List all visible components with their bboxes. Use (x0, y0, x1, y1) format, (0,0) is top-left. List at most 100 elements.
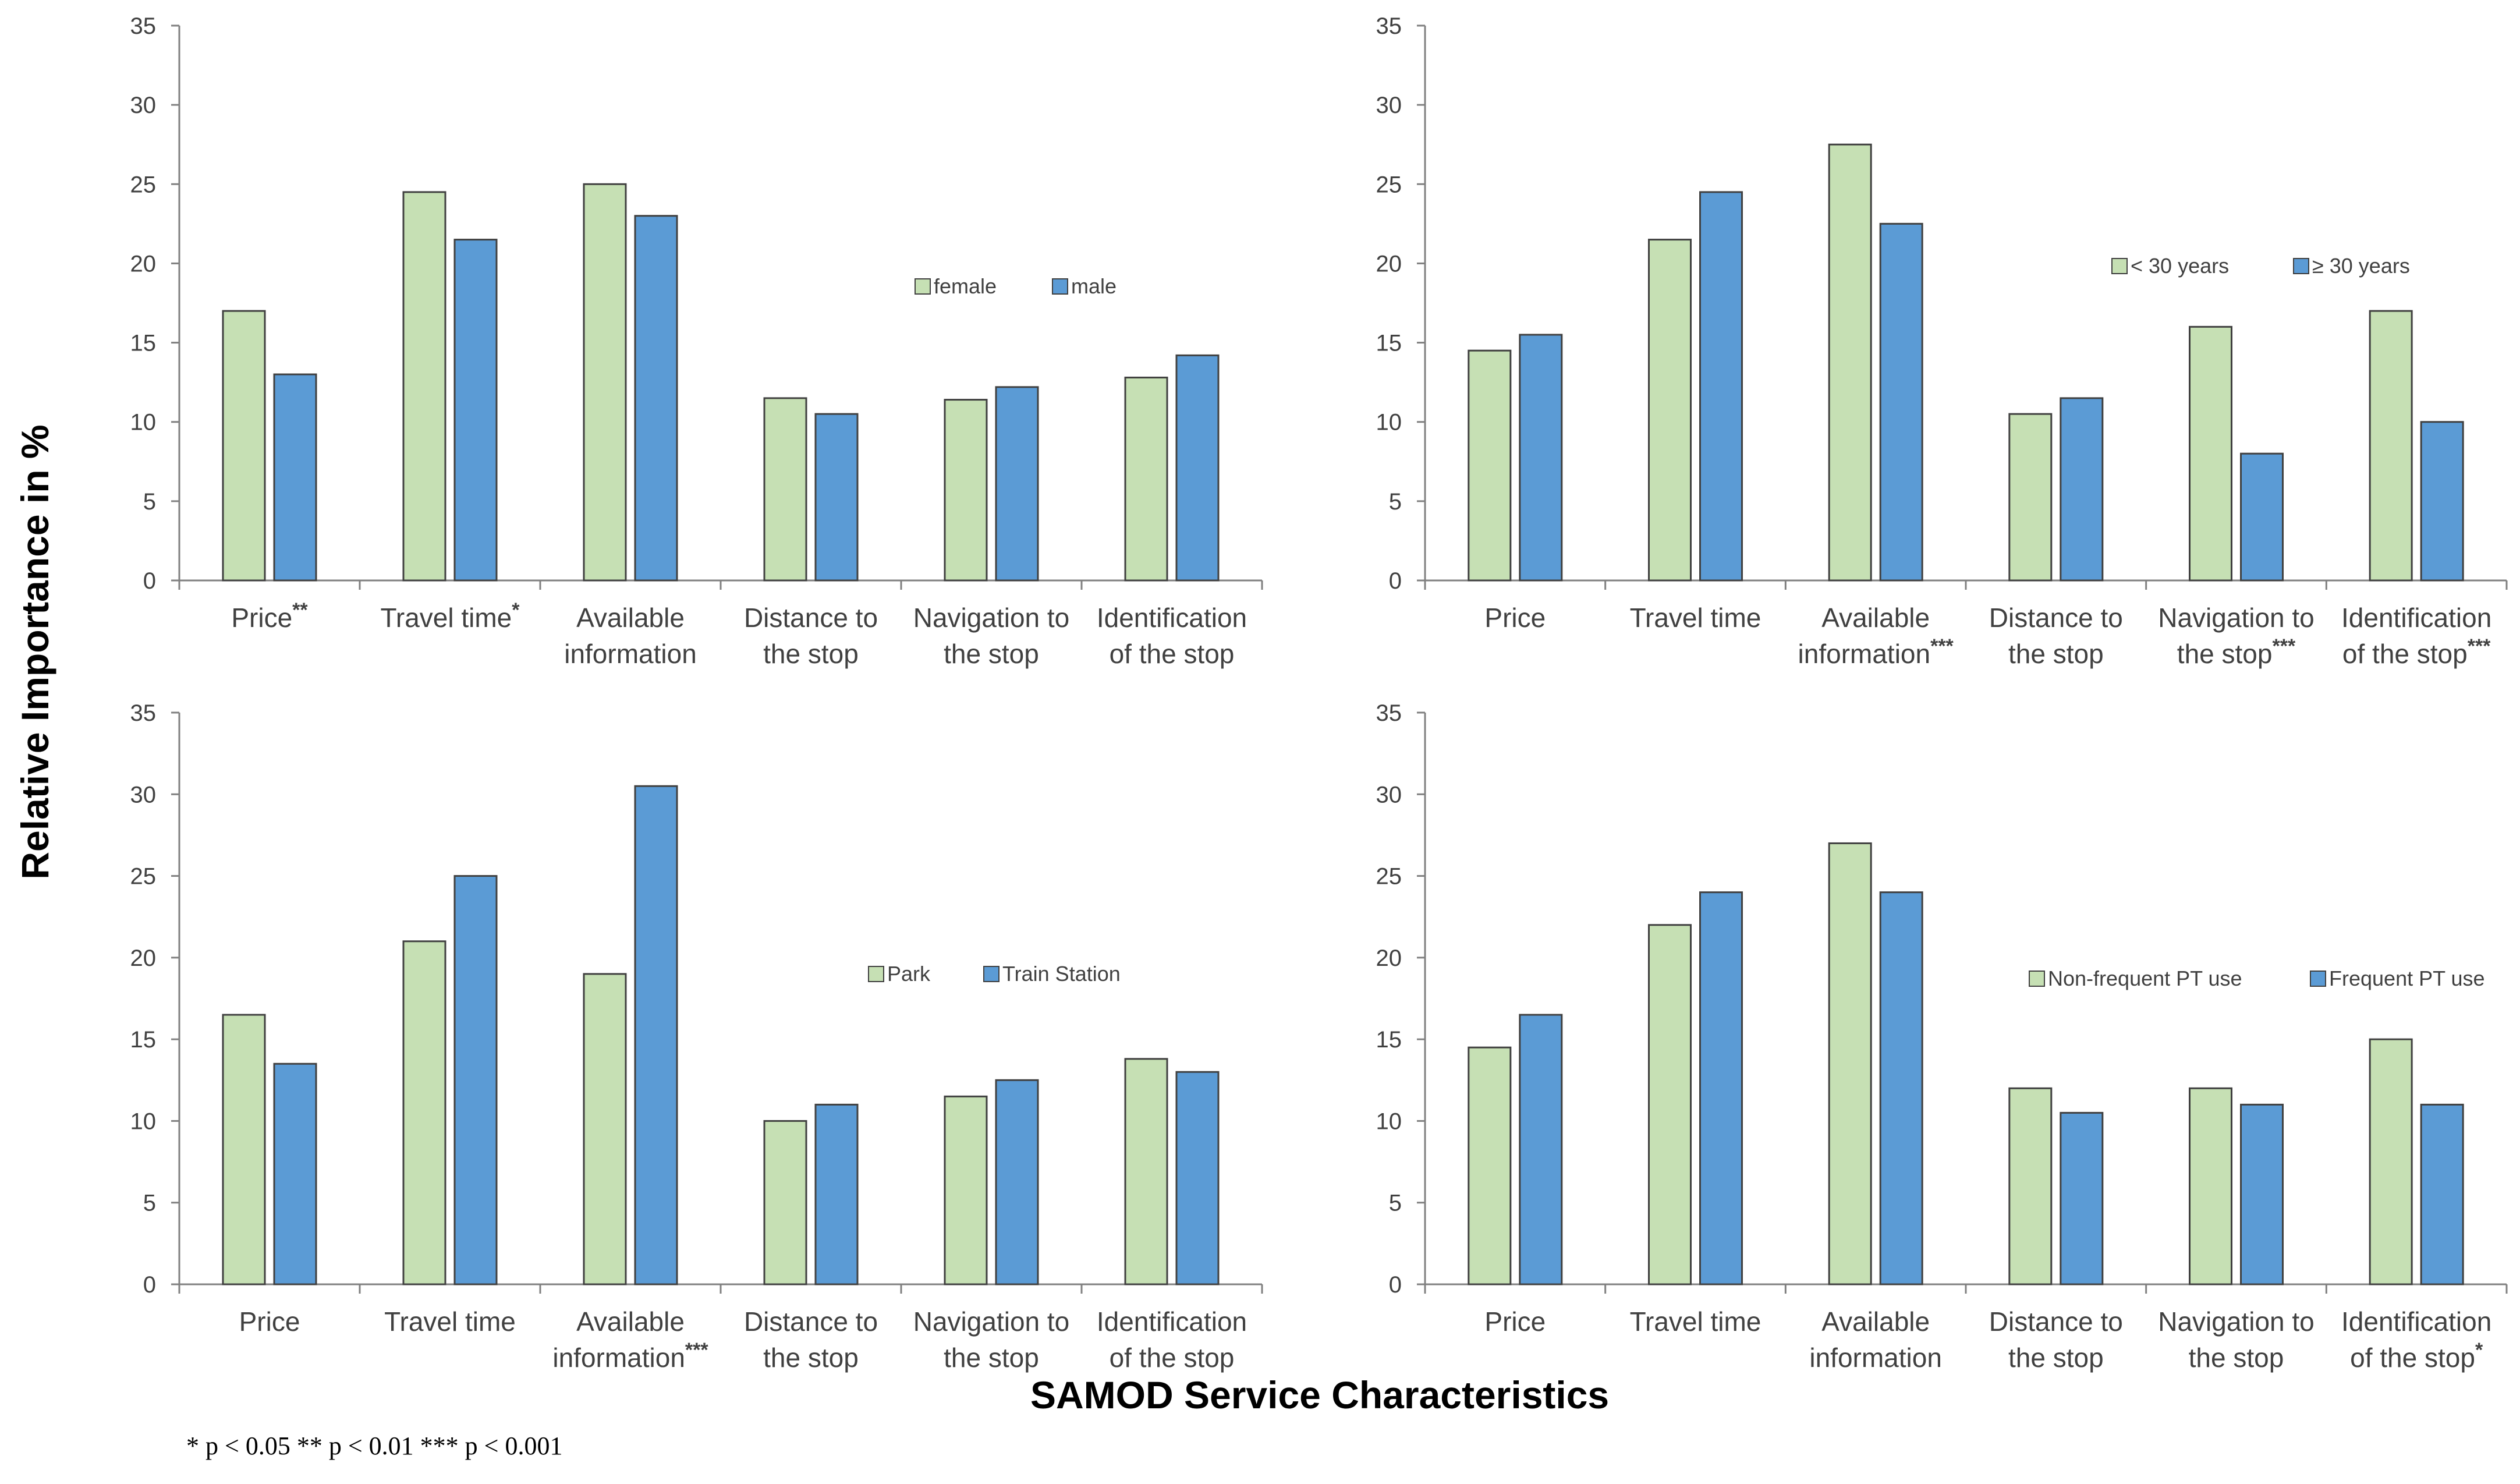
legend-label: male (1071, 274, 1117, 298)
legend-top-left: female male (915, 274, 1117, 298)
bar-bottom-left-series2-6 (1175, 1071, 1220, 1285)
x-tick-label: Distance to the stop (744, 603, 878, 669)
y-tick-label: 10 (130, 1108, 157, 1134)
y-tick-label: 30 (1376, 782, 1402, 807)
bar-bottom-left-series2-5 (995, 1079, 1039, 1285)
bar-top-right-series1-1 (1468, 349, 1512, 582)
bar-top-right-series2-5 (2240, 452, 2284, 582)
legend-swatch (915, 278, 931, 295)
x-tick-label: Navigation to the stop (913, 603, 1070, 669)
x-tick-label: Navigation to the stop*** (2158, 603, 2315, 669)
legend-label: ≥ 30 years (2312, 254, 2410, 278)
y-tick-label: 25 (1376, 172, 1402, 197)
y-tick-label: 0 (1389, 1272, 1402, 1298)
y-tick-label: 5 (143, 489, 156, 515)
y-tick-label: 35 (1376, 700, 1402, 726)
bar-bottom-left-series1-2 (402, 940, 446, 1285)
y-tick-label: 35 (130, 700, 157, 726)
bar-bottom-right-series1-2 (1648, 924, 1692, 1285)
bar-top-left-series2-2 (453, 239, 498, 582)
x-axis-title: SAMOD Service Characteristics (1030, 1373, 1610, 1416)
bar-bottom-left-series1-1 (222, 1014, 266, 1285)
y-tick-label: 15 (130, 1027, 157, 1053)
bar-top-right-series2-6 (2420, 421, 2464, 582)
x-tick-label: Travel time* (380, 599, 520, 633)
bar-bottom-left-series1-5 (944, 1095, 988, 1285)
x-tick-label: Price (1484, 1306, 1546, 1337)
bar-bottom-left-series2-1 (273, 1062, 317, 1285)
y-tick-label: 20 (130, 251, 157, 277)
bar-top-right-series1-2 (1648, 239, 1692, 582)
bar-bottom-left-series2-4 (814, 1103, 859, 1285)
bar-top-left-series2-5 (995, 386, 1039, 582)
y-axis-title-text: Relative Importance in % (13, 424, 56, 880)
legend-label: < 30 years (2131, 254, 2229, 278)
bar-top-left-series2-3 (634, 215, 678, 582)
bar-bottom-right-series1-4 (2008, 1087, 2053, 1285)
bar-top-right-series2-3 (1879, 222, 1923, 582)
y-tick-label: 15 (1376, 331, 1402, 356)
bar-top-left-series2-1 (273, 373, 317, 582)
y-tick-label: 0 (143, 1272, 156, 1298)
bar-top-right-series1-3 (1828, 143, 1872, 582)
y-tick-label: 20 (1376, 945, 1402, 971)
x-tick-label: Travel time (1630, 1306, 1761, 1337)
x-tick-label: Navigation to the stop (913, 1306, 1070, 1373)
x-tick-label: Available information*** (552, 1306, 708, 1373)
y-tick-label: 25 (130, 172, 157, 197)
y-tick-label: 5 (1389, 1191, 1402, 1216)
legend-bottom-left: Park Train Station (868, 962, 1121, 986)
legend-top-right: < 30 years ≥ 30 years (2111, 254, 2410, 278)
bar-top-left-series1-1 (222, 310, 266, 582)
y-tick-label: 25 (130, 864, 157, 890)
x-tick-label: Travel time (1630, 603, 1761, 633)
bar-bottom-right-series1-1 (1468, 1046, 1512, 1285)
chart-panel-bottom-right: 0 5 10 15 20 25 30 35 Price Travel time Available i… (1376, 700, 2508, 1373)
bar-top-left-series1-5 (944, 399, 988, 582)
y-tick-label: 20 (1376, 251, 1402, 277)
y-tick-label: 15 (1376, 1027, 1402, 1053)
bar-bottom-right-series2-4 (2060, 1111, 2104, 1285)
bar-bottom-right-series2-5 (2240, 1103, 2284, 1285)
bar-bottom-right-series1-3 (1828, 842, 1872, 1285)
legend-swatch (2111, 258, 2128, 274)
y-tick-label: 25 (1376, 864, 1402, 890)
legend-swatch (2293, 258, 2309, 274)
bar-top-left-series2-4 (814, 413, 859, 582)
legend-swatch (868, 966, 884, 982)
x-tick-label: Distance to the stop (1989, 1306, 2123, 1373)
y-tick-label: 5 (1389, 489, 1402, 515)
y-tick-label: 30 (130, 782, 157, 807)
y-tick-label: 10 (1376, 1108, 1402, 1134)
legend-label: Non-frequent PT use (2048, 966, 2242, 990)
legend-bottom-right: Non-frequent PT use Frequent PT use (2029, 966, 2485, 990)
bar-bottom-left-series1-4 (763, 1120, 807, 1285)
y-tick-label: 35 (1376, 13, 1402, 39)
x-tick-label: Available information (1809, 1306, 1942, 1373)
bar-top-right-series2-2 (1699, 191, 1743, 582)
y-tick-label: 20 (130, 945, 157, 971)
legend-swatch (2029, 971, 2045, 987)
x-tick-label: Price (239, 1306, 300, 1337)
bar-top-right-series1-6 (2369, 310, 2413, 582)
x-tick-label: Price** (231, 599, 308, 633)
x-tick-label: Available information (564, 603, 697, 669)
bar-top-right-series1-5 (2189, 325, 2232, 582)
legend-swatch (2310, 971, 2326, 987)
x-tick-label: Distance to the stop (744, 1306, 878, 1373)
y-tick-label: 10 (130, 410, 157, 435)
legend-swatch (1052, 278, 1068, 295)
legend-swatch (983, 966, 1000, 982)
x-tick-label: Distance to the stop (1989, 603, 2123, 669)
bar-top-right-series1-4 (2008, 413, 2053, 582)
bar-bottom-right-series2-2 (1699, 891, 1743, 1285)
bar-bottom-left-series1-6 (1124, 1058, 1168, 1285)
legend-label: Frequent PT use (2329, 966, 2485, 990)
bar-bottom-right-series2-1 (1519, 1014, 1563, 1285)
x-tick-label: Navigation to the stop (2158, 1306, 2315, 1373)
bar-bottom-left-series2-2 (453, 875, 498, 1285)
bar-top-right-series2-4 (2060, 397, 2104, 582)
bar-bottom-right-series1-5 (2189, 1087, 2232, 1285)
chart-panel-bottom-left: 0 5 10 15 20 25 30 35 Price Travel time Available i… (130, 700, 1263, 1373)
significance-note: * p < 0.05 ** p < 0.01 *** p < 0.001 (186, 1432, 563, 1460)
